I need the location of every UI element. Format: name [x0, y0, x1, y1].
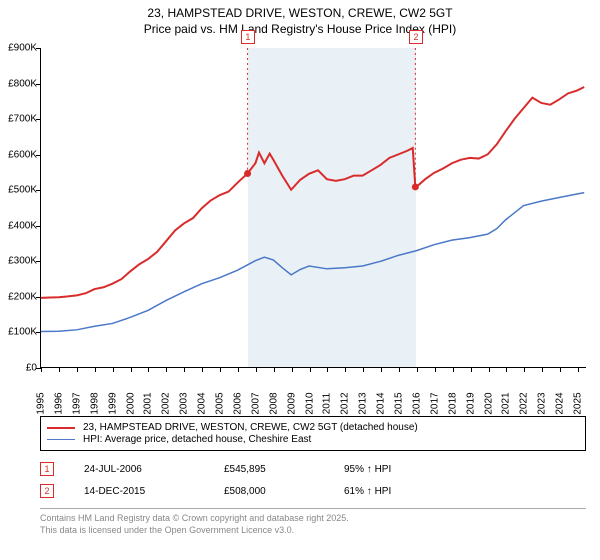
- x-tick-mark: [131, 367, 132, 372]
- y-tick-mark: [36, 261, 41, 262]
- x-tick-mark: [363, 367, 364, 372]
- x-tick-mark: [345, 367, 346, 372]
- x-tick-mark: [435, 367, 436, 372]
- x-tick-mark: [489, 367, 490, 372]
- x-tick-mark: [381, 367, 382, 372]
- x-tick-mark: [310, 367, 311, 372]
- sales-marker-2: 2: [40, 484, 54, 498]
- legend-swatch-1: [47, 427, 75, 429]
- footer-line-1: Contains HM Land Registry data © Crown c…: [40, 513, 586, 525]
- x-tick-mark: [184, 367, 185, 372]
- title-line-2: Price paid vs. HM Land Registry's House …: [0, 22, 600, 38]
- x-tick-mark: [506, 367, 507, 372]
- x-tick-mark: [327, 367, 328, 372]
- y-tick-label: £800K: [1, 78, 37, 89]
- x-tick-mark: [220, 367, 221, 372]
- y-tick-mark: [36, 84, 41, 85]
- x-tick-mark: [202, 367, 203, 372]
- x-tick-mark: [238, 367, 239, 372]
- chart-plot-area: £0£100K£200K£300K£400K£500K£600K£700K£80…: [40, 48, 586, 368]
- legend-label-2: HPI: Average price, detached house, Ches…: [83, 434, 311, 445]
- legend-swatch-2: [47, 439, 75, 440]
- legend-box: 23, HAMPSTEAD DRIVE, WESTON, CREWE, CW2 …: [40, 416, 586, 451]
- x-tick-mark: [524, 367, 525, 372]
- sales-row: 1 24-JUL-2006£545,89595% ↑ HPI: [40, 458, 586, 480]
- sales-marker-1: 1: [40, 462, 54, 476]
- y-tick-mark: [36, 155, 41, 156]
- x-tick-mark: [274, 367, 275, 372]
- x-tick-mark: [77, 367, 78, 372]
- x-tick-mark: [41, 367, 42, 372]
- y-tick-label: £100K: [1, 327, 37, 338]
- x-tick-mark: [292, 367, 293, 372]
- sales-table: 1 24-JUL-2006£545,89595% ↑ HPI 2 14-DEC-201…: [40, 458, 586, 502]
- y-tick-label: £500K: [1, 185, 37, 196]
- y-tick-mark: [36, 332, 41, 333]
- y-tick-label: £300K: [1, 256, 37, 267]
- x-tick-mark: [471, 367, 472, 372]
- x-tick-mark: [417, 367, 418, 372]
- sale-date: 24-JUL-2006: [84, 464, 224, 475]
- y-tick-label: £600K: [1, 149, 37, 160]
- sale-marker-box-1: 1: [241, 30, 255, 44]
- sale-pct: 61% ↑ HPI: [344, 486, 464, 497]
- x-tick-mark: [148, 367, 149, 372]
- x-tick-mark: [113, 367, 114, 372]
- x-tick-mark: [95, 367, 96, 372]
- x-tick-mark: [542, 367, 543, 372]
- y-tick-mark: [36, 119, 41, 120]
- legend-item-2: HPI: Average price, detached house, Ches…: [47, 434, 579, 445]
- legend-label-1: 23, HAMPSTEAD DRIVE, WESTON, CREWE, CW2 …: [83, 422, 418, 433]
- x-tick-mark: [59, 367, 60, 372]
- y-tick-mark: [36, 48, 41, 49]
- y-tick-label: £0: [1, 363, 37, 374]
- x-tick-mark: [578, 367, 579, 372]
- sale-pct: 95% ↑ HPI: [344, 464, 464, 475]
- x-tick-mark: [256, 367, 257, 372]
- footer: Contains HM Land Registry data © Crown c…: [40, 508, 586, 536]
- y-tick-mark: [36, 226, 41, 227]
- x-tick-mark: [453, 367, 454, 372]
- sale-marker-box-2: 2: [409, 30, 423, 44]
- y-tick-mark: [36, 297, 41, 298]
- chart-svg: [41, 48, 586, 367]
- sale-price: £545,895: [224, 464, 344, 475]
- sale-price: £508,000: [224, 486, 344, 497]
- y-tick-mark: [36, 190, 41, 191]
- title-line-1: 23, HAMPSTEAD DRIVE, WESTON, CREWE, CW2 …: [0, 6, 600, 22]
- y-tick-label: £200K: [1, 291, 37, 302]
- sale-date: 14-DEC-2015: [84, 486, 224, 497]
- x-tick-mark: [560, 367, 561, 372]
- chart-title-block: 23, HAMPSTEAD DRIVE, WESTON, CREWE, CW2 …: [0, 0, 600, 37]
- series-2-line: [41, 193, 584, 332]
- y-tick-label: £700K: [1, 114, 37, 125]
- x-tick-mark: [399, 367, 400, 372]
- x-tick-mark: [166, 367, 167, 372]
- y-tick-label: £400K: [1, 220, 37, 231]
- legend-item-1: 23, HAMPSTEAD DRIVE, WESTON, CREWE, CW2 …: [47, 422, 579, 433]
- sales-row: 2 14-DEC-2015£508,00061% ↑ HPI: [40, 480, 586, 502]
- y-tick-label: £900K: [1, 43, 37, 54]
- footer-line-2: This data is licensed under the Open Gov…: [40, 525, 586, 537]
